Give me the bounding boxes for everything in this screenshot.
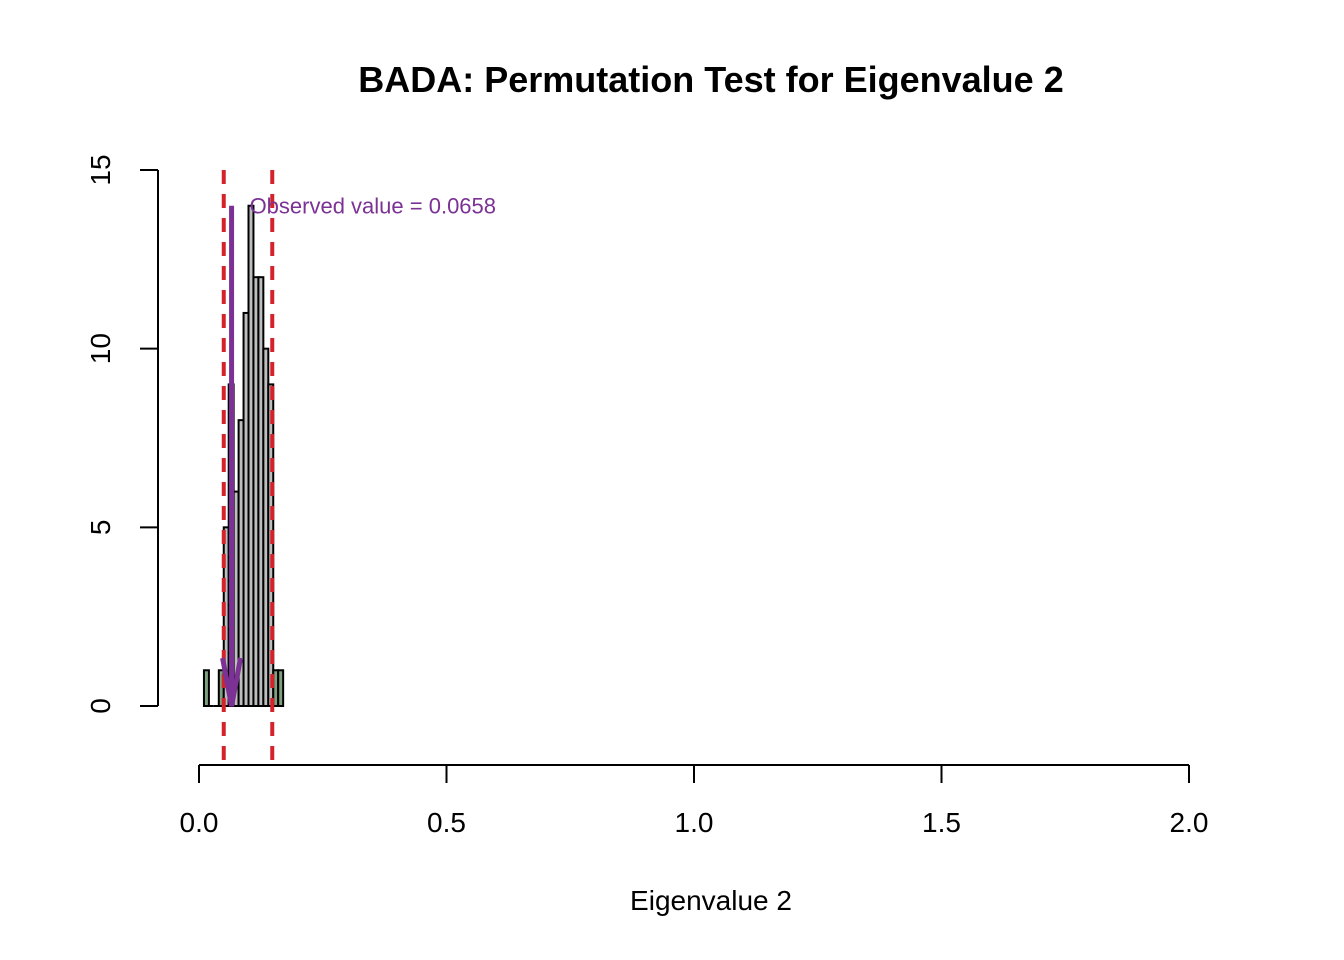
x-tick-label: 0.5: [427, 807, 466, 838]
y-tick-label: 5: [85, 520, 116, 536]
x-axis-label: Eigenvalue 2: [630, 885, 792, 916]
chart-title: BADA: Permutation Test for Eigenvalue 2: [358, 59, 1063, 100]
observed-value-label: Observed value = 0.0658: [250, 194, 496, 219]
x-tick-label: 0.0: [180, 807, 219, 838]
observed-arrow-head: [220, 657, 244, 707]
y-axis: 0 5 10 15: [85, 154, 159, 714]
critical-value-lines: [221, 170, 275, 765]
histogram-bars: [202, 204, 285, 707]
x-tick-label: 1.0: [675, 807, 714, 838]
x-tick-label: 1.5: [922, 807, 961, 838]
y-tick-label: 0: [85, 698, 116, 714]
x-tick-label: 2.0: [1170, 807, 1209, 838]
y-tick-label: 10: [85, 333, 116, 364]
observed-value-marker: Observed value = 0.0658: [220, 194, 496, 707]
x-axis: 0.0 0.5 1.0 1.5 2.0: [180, 764, 1209, 838]
y-tick-label: 15: [85, 154, 116, 185]
histogram-bar: [277, 669, 285, 707]
histogram-bar: [202, 669, 210, 707]
